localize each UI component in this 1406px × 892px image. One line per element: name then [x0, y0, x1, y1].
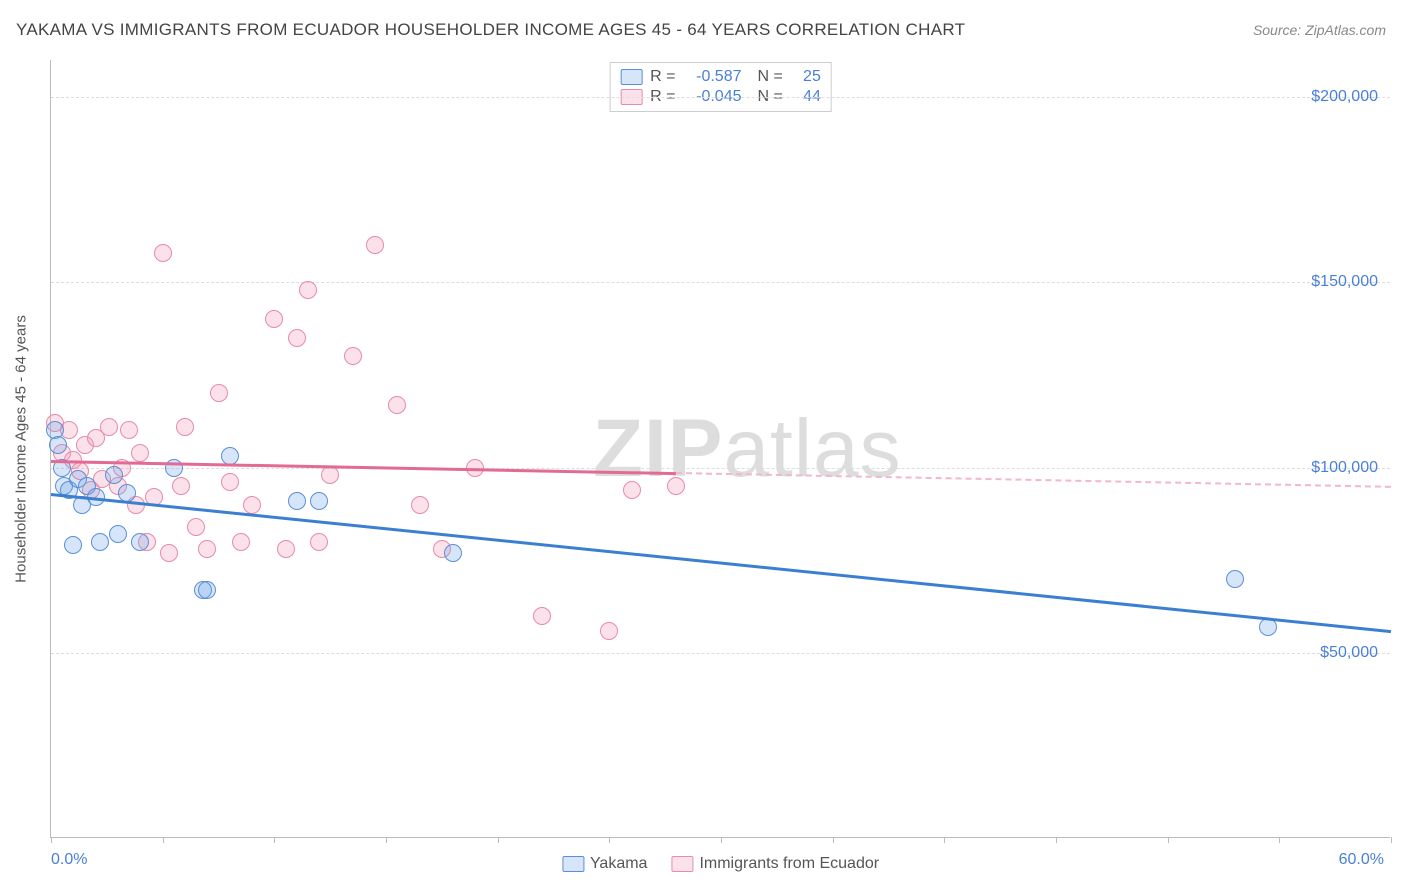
data-point-yakama [131, 533, 149, 551]
x-tick [609, 837, 610, 843]
x-tick [498, 837, 499, 843]
trend-line-dashed [676, 472, 1391, 488]
gridline [51, 468, 1390, 469]
data-point-ecuador [221, 473, 239, 491]
data-point-ecuador [198, 540, 216, 558]
x-tick-label: 60.0% [1339, 851, 1384, 869]
legend-n-value-yakama: 25 [791, 68, 821, 86]
y-tick-label: $100,000 [1311, 459, 1378, 477]
data-point-ecuador [344, 347, 362, 365]
data-point-ecuador [321, 466, 339, 484]
legend-item-ecuador: Immigrants from Ecuador [671, 855, 879, 873]
legend-n-label: N = [758, 68, 783, 86]
data-point-yakama [444, 544, 462, 562]
watermark: ZIPatlas [593, 402, 902, 496]
legend-r-value-yakama: -0.587 [684, 68, 742, 86]
data-point-ecuador [243, 496, 261, 514]
data-point-ecuador [265, 310, 283, 328]
x-tick [386, 837, 387, 843]
data-point-ecuador [310, 533, 328, 551]
data-point-ecuador [366, 236, 384, 254]
x-tick [51, 837, 52, 843]
x-tick [1279, 837, 1280, 843]
x-tick [1391, 837, 1392, 843]
data-point-yakama [109, 525, 127, 543]
watermark-light: atlas [723, 403, 901, 494]
legend-swatch-ecuador [671, 856, 693, 872]
data-point-yakama [198, 581, 216, 599]
data-point-ecuador [120, 421, 138, 439]
data-point-ecuador [154, 244, 172, 262]
data-point-ecuador [600, 622, 618, 640]
data-point-ecuador [131, 444, 149, 462]
trend-line [51, 493, 1391, 633]
plot-area: Householder Income Ages 45 - 64 years ZI… [50, 60, 1390, 838]
data-point-yakama [64, 536, 82, 554]
legend-label-ecuador: Immigrants from Ecuador [699, 855, 879, 873]
chart-title: YAKAMA VS IMMIGRANTS FROM ECUADOR HOUSEH… [16, 20, 965, 40]
x-tick-label: 0.0% [51, 851, 87, 869]
chart-container: YAKAMA VS IMMIGRANTS FROM ECUADOR HOUSEH… [0, 0, 1406, 892]
watermark-bold: ZIP [593, 403, 724, 494]
gridline [51, 282, 1390, 283]
data-point-ecuador [667, 477, 685, 495]
data-point-ecuador [288, 329, 306, 347]
data-point-ecuador [277, 540, 295, 558]
legend-row-yakama: R = -0.587 N = 25 [620, 67, 821, 87]
data-point-ecuador [210, 384, 228, 402]
x-tick [721, 837, 722, 843]
legend-series: Yakama Immigrants from Ecuador [562, 855, 879, 873]
data-point-yakama [105, 466, 123, 484]
source-value: ZipAtlas.com [1305, 22, 1386, 38]
data-point-ecuador [187, 518, 205, 536]
source-attribution: Source: ZipAtlas.com [1253, 22, 1386, 38]
legend-swatch-yakama [562, 856, 584, 872]
data-point-yakama [310, 492, 328, 510]
y-tick-label: $200,000 [1311, 88, 1378, 106]
legend-correlation: R = -0.587 N = 25 R = -0.045 N = 44 [609, 62, 832, 112]
x-tick [274, 837, 275, 843]
data-point-ecuador [100, 418, 118, 436]
data-point-ecuador [160, 544, 178, 562]
x-tick [944, 837, 945, 843]
data-point-ecuador [388, 396, 406, 414]
y-tick-label: $50,000 [1320, 644, 1378, 662]
x-tick [1056, 837, 1057, 843]
data-point-yakama [288, 492, 306, 510]
data-point-ecuador [623, 481, 641, 499]
y-axis-title: Householder Income Ages 45 - 64 years [13, 315, 30, 583]
data-point-ecuador [411, 496, 429, 514]
legend-item-yakama: Yakama [562, 855, 648, 873]
gridline [51, 653, 1390, 654]
data-point-ecuador [176, 418, 194, 436]
x-tick [833, 837, 834, 843]
data-point-ecuador [232, 533, 250, 551]
legend-r-label: R = [650, 68, 675, 86]
x-tick [1168, 837, 1169, 843]
data-point-yakama [165, 459, 183, 477]
y-tick-label: $150,000 [1311, 273, 1378, 291]
data-point-yakama [91, 533, 109, 551]
legend-swatch-yakama [620, 69, 642, 85]
source-label: Source: [1253, 22, 1301, 38]
data-point-ecuador [299, 281, 317, 299]
data-point-yakama [49, 436, 67, 454]
data-point-ecuador [533, 607, 551, 625]
legend-label-yakama: Yakama [590, 855, 648, 873]
data-point-ecuador [172, 477, 190, 495]
data-point-yakama [1226, 570, 1244, 588]
gridline [51, 97, 1390, 98]
x-tick [163, 837, 164, 843]
